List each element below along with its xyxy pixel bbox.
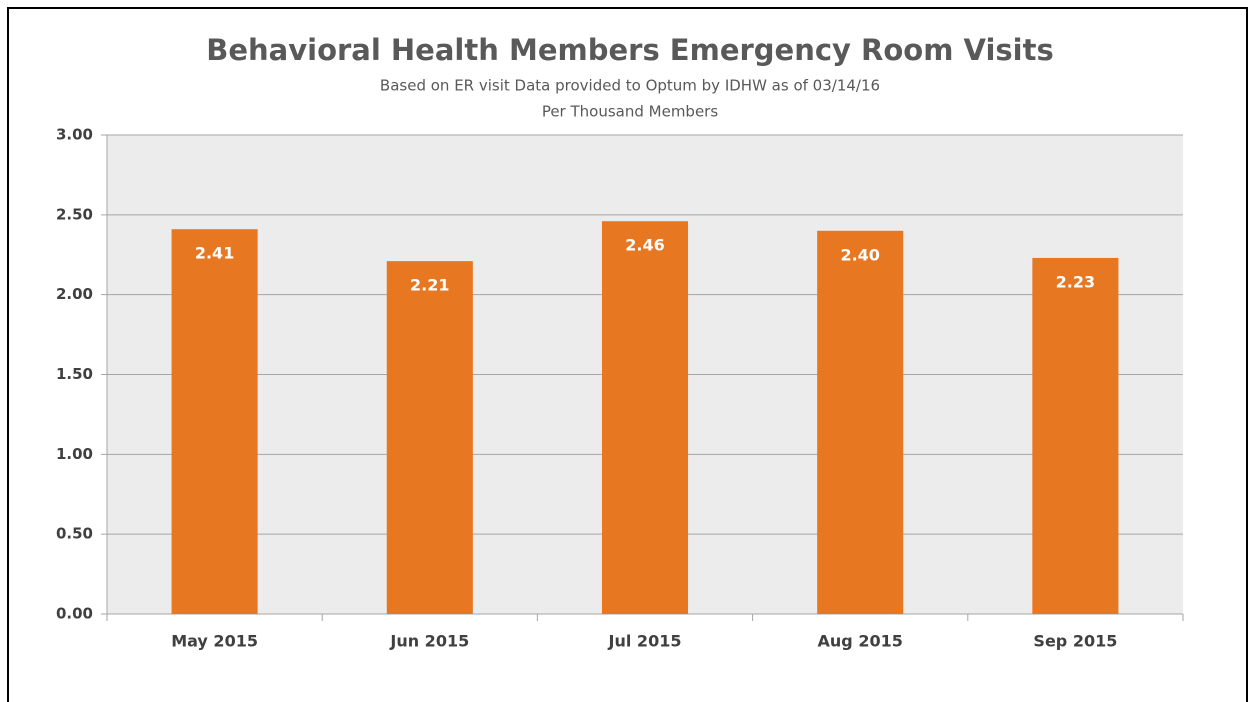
y-tick-label: 2.50 — [56, 205, 93, 223]
bar — [386, 261, 473, 614]
chart-subtitle: Based on ER visit Data provided to Optum… — [380, 77, 880, 95]
value-label: 2.21 — [410, 276, 449, 295]
y-tick-label: 1.00 — [56, 445, 93, 463]
bar — [1032, 257, 1119, 614]
value-label: 2.23 — [1056, 272, 1095, 291]
y-tick-label: 1.50 — [56, 365, 93, 383]
y-tick-label: 3.00 — [56, 126, 93, 144]
x-tick-label: Sep 2015 — [1033, 632, 1117, 651]
chart-subtitle: Per Thousand Members — [542, 103, 719, 121]
y-tick-label: 0.50 — [56, 525, 93, 543]
value-label: 2.46 — [625, 236, 664, 255]
x-tick-label: Jul 2015 — [608, 632, 682, 651]
value-label: 2.41 — [195, 244, 234, 263]
bar — [601, 221, 689, 614]
y-tick-label: 2.00 — [56, 285, 93, 303]
value-label: 2.40 — [840, 245, 879, 264]
bar — [817, 230, 904, 615]
x-tick-label: May 2015 — [171, 632, 258, 651]
bar — [171, 229, 258, 614]
x-tick-label: Jun 2015 — [389, 632, 469, 651]
y-tick-label: 0.00 — [56, 605, 93, 623]
chart-title: Behavioral Health Members Emergency Room… — [206, 33, 1054, 67]
x-tick-label: Aug 2015 — [818, 632, 903, 651]
